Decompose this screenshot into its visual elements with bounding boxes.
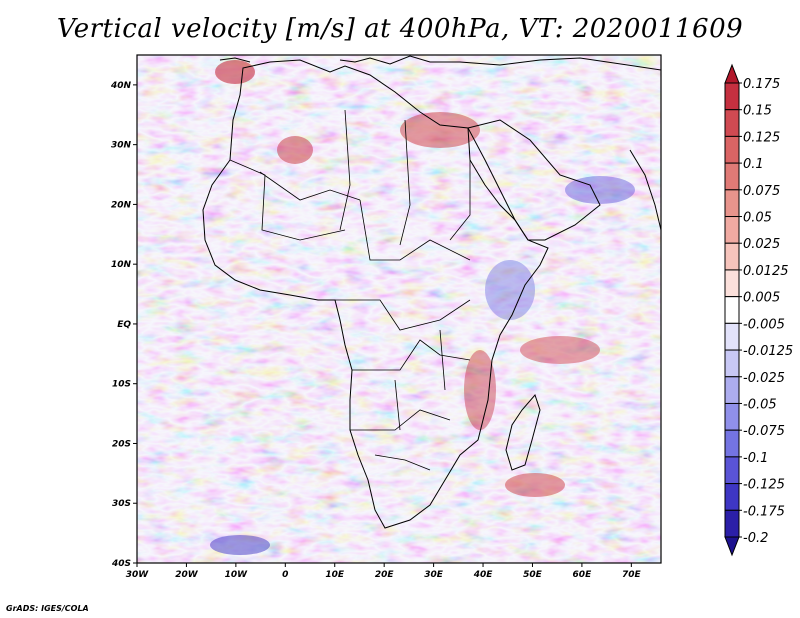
colorbar-label: 0.075 [743, 184, 780, 199]
map-frame [136, 54, 662, 564]
chart-title: Vertical velocity [m/s] at 400hPa, VT: 2… [56, 14, 744, 44]
descent-area-south-atlantic [210, 535, 270, 555]
lon-tick-label: 70E [622, 570, 642, 580]
colorbar-label: -0.025 [743, 371, 785, 386]
lon-tick-label: 10W [225, 570, 249, 580]
arabia-coastline [467, 119, 601, 241]
lat-tick-label: 30S [112, 499, 131, 509]
colorbar-box [724, 162, 740, 191]
colorbar-label: -0.2 [743, 531, 768, 546]
madagascar-coastline [505, 394, 541, 471]
ascent-area-mozambique [464, 350, 496, 430]
lat-tick-label: EQ [117, 320, 131, 330]
latitude-axis: 40N 30N 20N 10N EQ 10S 20S 30S 40S [110, 81, 137, 569]
ascent-area-northwest [215, 60, 255, 84]
lon-tick-label: 30W [126, 570, 150, 580]
colorbar-label: -0.075 [743, 424, 785, 439]
ascent-area-indian-ocean [520, 336, 600, 364]
lat-tick-label: 30N [111, 141, 132, 151]
ascent-area-med [400, 112, 480, 148]
colorbar-label: 0.125 [743, 130, 780, 145]
india-coastline [629, 149, 661, 231]
lon-tick-label: 60E [573, 570, 593, 580]
colorbar-bottom-arrow [724, 536, 740, 557]
colorbar-box [724, 509, 740, 538]
colorbar-box [724, 429, 740, 458]
colorbar-box [724, 189, 740, 218]
colorbar-box [724, 242, 740, 271]
field-texture [137, 55, 661, 563]
colorbar-top-arrow [724, 63, 740, 84]
colorbar-label: 0.175 [743, 77, 780, 92]
colorbar-box [724, 402, 740, 431]
colorbar-label: -0.005 [743, 317, 785, 332]
colorbar-box [724, 216, 740, 244]
lat-tick-label: 40N [110, 81, 132, 91]
lon-tick-label: 40E [473, 570, 494, 580]
colorbar-box [724, 376, 740, 404]
descent-area-east-africa [485, 260, 535, 320]
ascent-area-sahara [277, 136, 313, 164]
colorbar-box [724, 296, 740, 324]
lat-tick-label: 20S [112, 439, 131, 449]
africa-coastline [202, 59, 549, 529]
lon-tick-label: 20W [175, 570, 199, 580]
lon-tick-label: 50E [523, 570, 543, 580]
country-borders [229, 109, 471, 471]
colorbar-box [724, 82, 740, 111]
colorbar-label: 0.025 [743, 237, 780, 252]
colorbar-label: 0.05 [743, 211, 772, 226]
lat-tick-label: 20N [111, 200, 132, 210]
colorbar-label: 0.005 [743, 291, 780, 306]
lon-tick-label: 0 [282, 570, 288, 580]
colorbar-box [724, 456, 740, 485]
lon-tick-label: 20E [375, 570, 395, 580]
colorbar-label: -0.1 [743, 451, 768, 466]
colorbar-label: -0.175 [743, 504, 785, 519]
colorbar-label: 0.15 [743, 104, 772, 119]
lat-tick-label: 10N [111, 260, 132, 270]
colorbar-box [724, 483, 740, 511]
credit-text: GrADS: IGES/COLA [6, 604, 89, 613]
lon-tick-label: 10E [325, 570, 345, 580]
colorbar-label: -0.125 [743, 478, 785, 493]
colorbar-box [724, 322, 740, 351]
lat-tick-label: 40S [111, 559, 131, 569]
colorbar-box [724, 109, 740, 137]
colorbar-label: -0.05 [743, 397, 777, 412]
colorbar-box [724, 349, 740, 378]
ascent-area-south-madagascar [505, 473, 565, 497]
colorbar-label: -0.0125 [743, 344, 793, 359]
colorbar-label: 0.1 [743, 157, 764, 172]
colorbar-box [724, 269, 740, 298]
lon-tick-label: 30E [424, 570, 444, 580]
lat-tick-label: 10S [112, 380, 131, 390]
longitude-axis: 30W 20W 10W 0 10E 20E 30E 40E 50E 60E 70E [126, 563, 642, 580]
colorbar-box [724, 135, 740, 164]
europe-coastline [219, 55, 661, 71]
colorbar-label: 0.0125 [743, 264, 789, 279]
